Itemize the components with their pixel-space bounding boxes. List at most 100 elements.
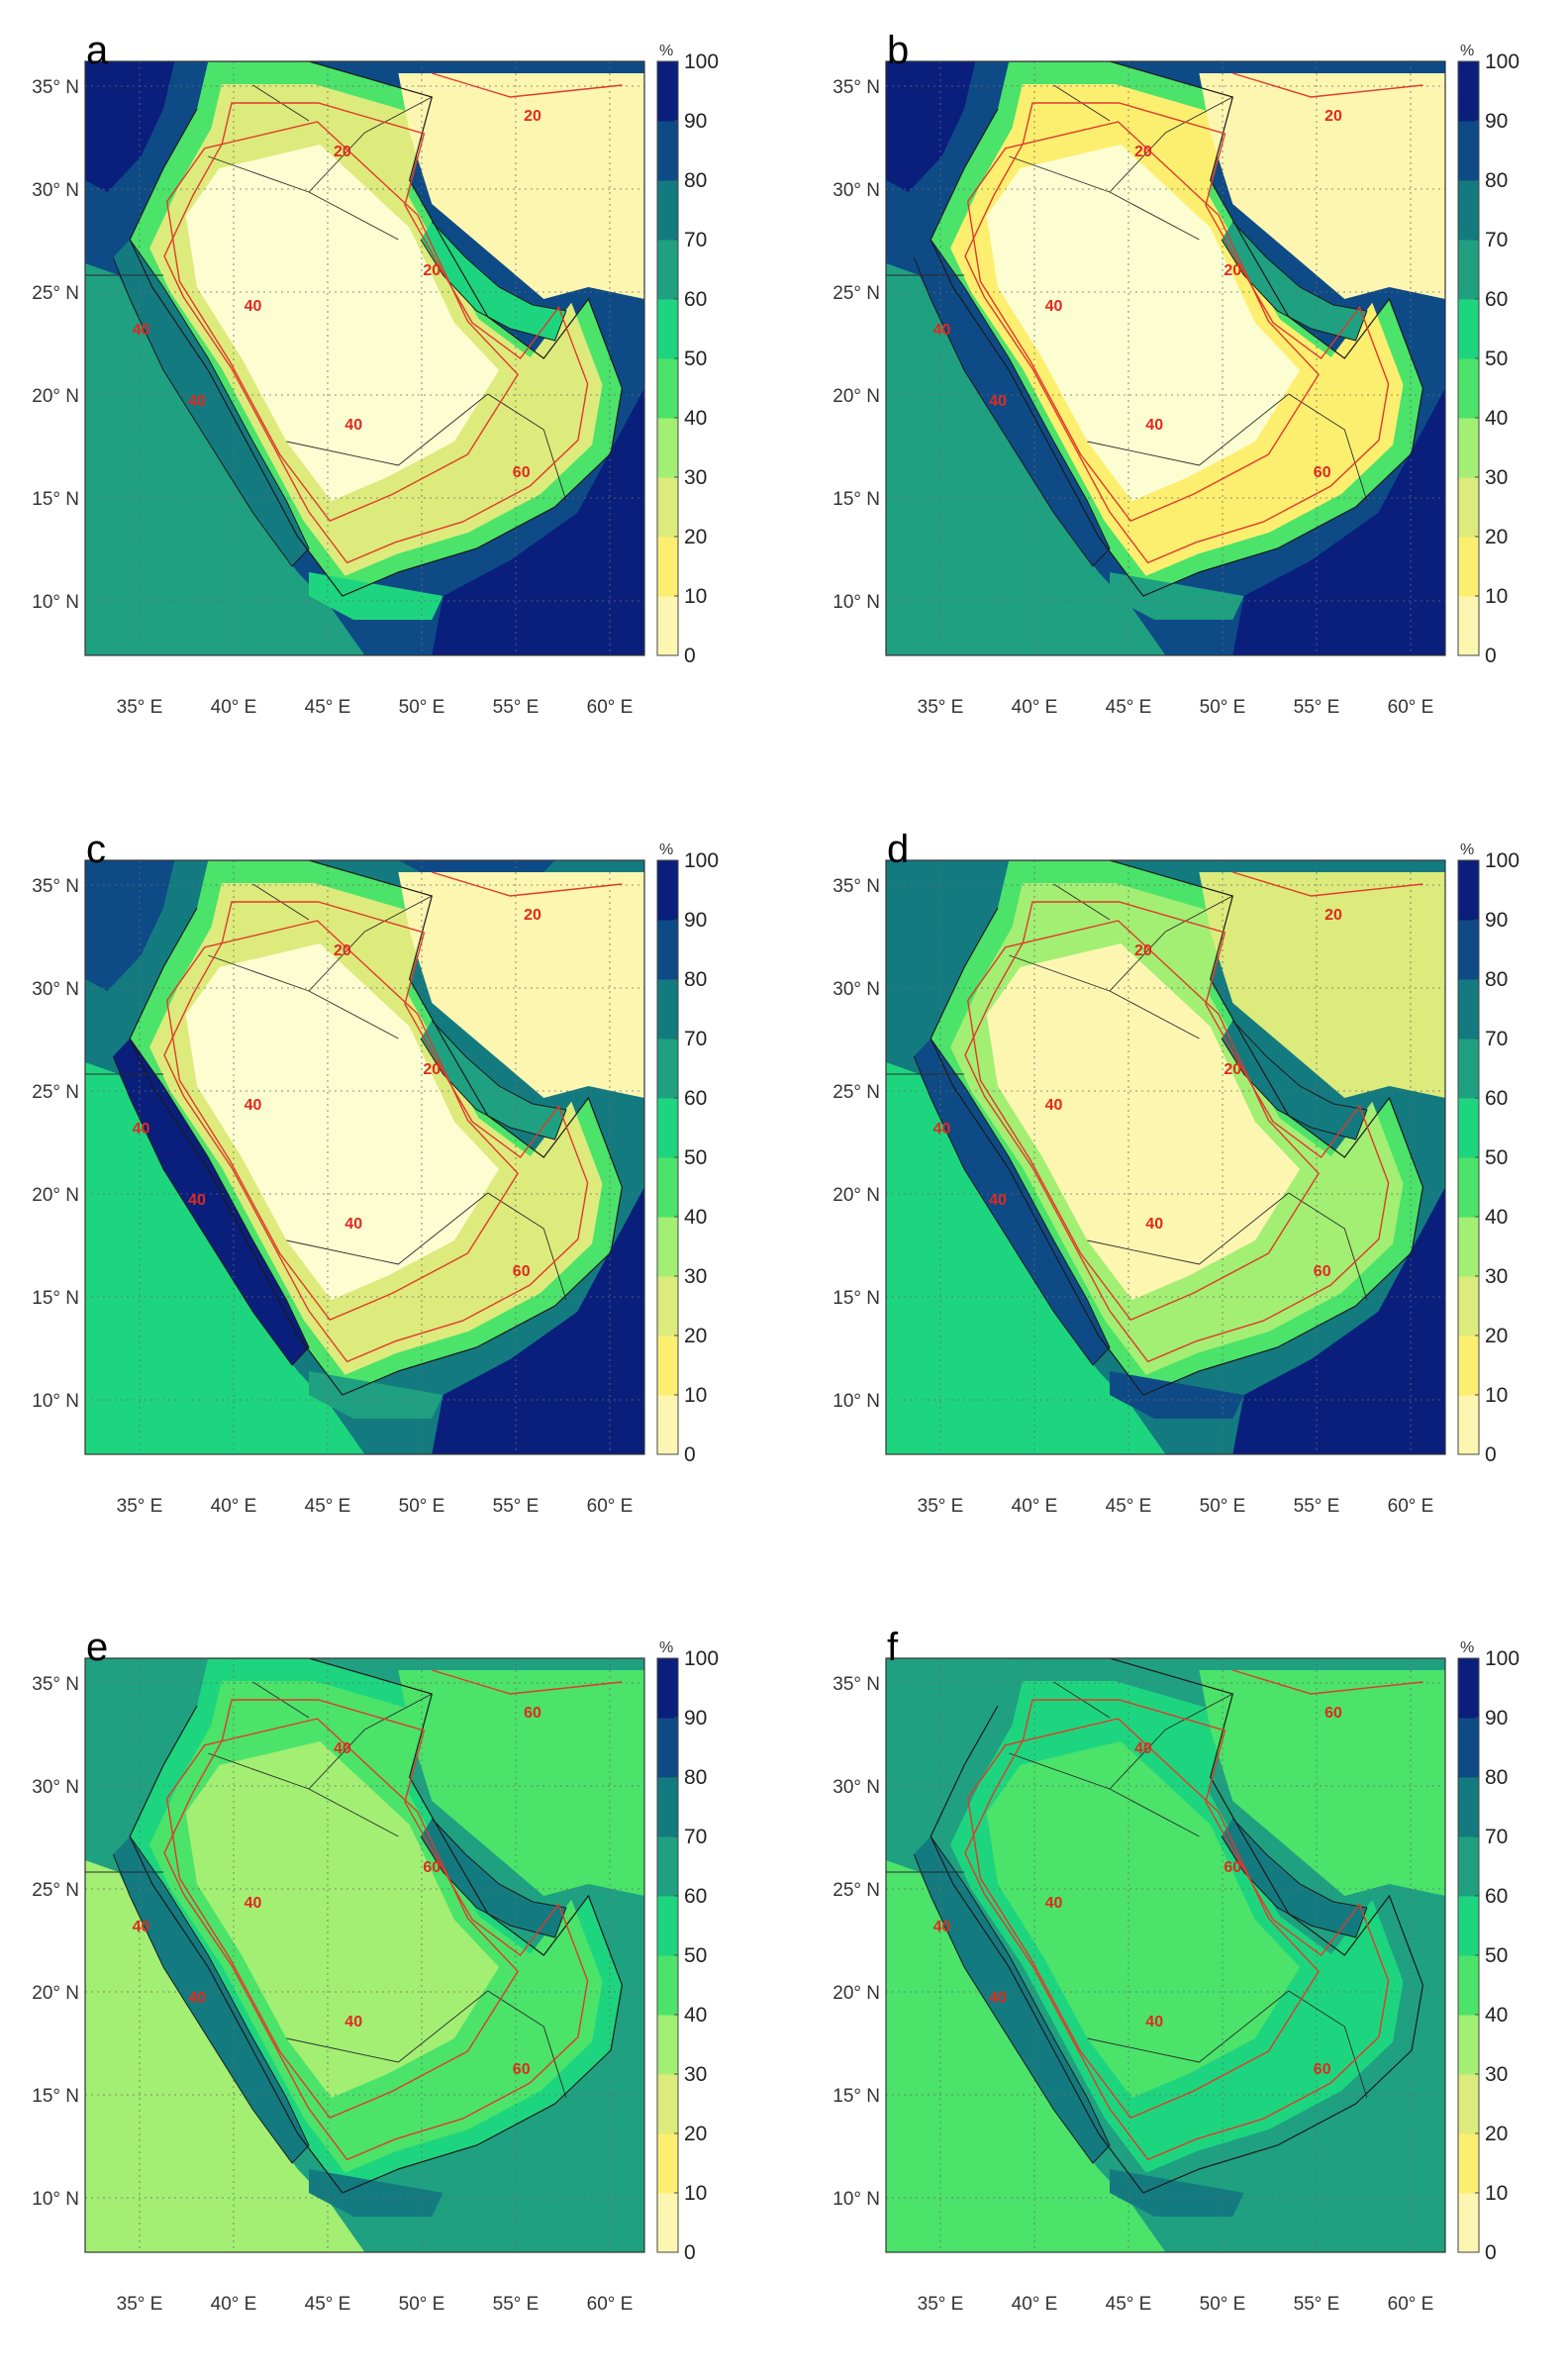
colorbar-swatch: [657, 418, 678, 478]
contour-label: 40: [188, 393, 206, 410]
colorbar-swatch: [1458, 2193, 1479, 2253]
map-frame: [885, 60, 1446, 656]
contour-line: [966, 121, 1320, 523]
lat-tick-label: 15° N: [833, 1288, 880, 1309]
colorbar-swatch: [657, 2074, 678, 2134]
map-field: 20 40 20 40 60 40 20 40: [85, 860, 644, 1454]
colorbar-tick-label: 100: [1485, 50, 1519, 73]
country-border: [1087, 1990, 1290, 2063]
iran-plateau: [398, 73, 644, 299]
colorbar-swatch: [1458, 2015, 1479, 2075]
colorbar-tick-label: 50: [684, 1146, 707, 1169]
lat-tick-label: 10° N: [32, 592, 79, 613]
contour-label: 40: [1045, 1097, 1063, 1114]
coastline: [930, 1658, 1424, 2194]
colorbar-swatch: [657, 358, 678, 419]
colorbar-unit: %: [1460, 43, 1474, 59]
red-sea: [113, 1836, 309, 2163]
contour-label: 60: [513, 2061, 531, 2078]
colorbar-swatch: [1458, 1217, 1479, 1277]
mediterranean: [85, 860, 175, 991]
contour-label: 20: [1134, 144, 1152, 160]
country-border: [1087, 393, 1290, 466]
colorbar-swatch: [1458, 1896, 1479, 1956]
colorbar-tick-label: 40: [684, 407, 707, 430]
red-sea-coast: [913, 1835, 1111, 2164]
lat-tick-label: 20° N: [833, 386, 880, 407]
colorbar-tick-label: 80: [1485, 1766, 1508, 1789]
panel-label: d: [887, 828, 909, 871]
persian-gulf: [421, 1021, 566, 1139]
colorbar-tick-label: 10: [684, 1384, 707, 1407]
colorbar-tick-label: 90: [684, 110, 707, 133]
lon-tick-label: 50° E: [399, 2294, 445, 2315]
colorbar-tick-label: 90: [684, 1707, 707, 1730]
gulf-coast: [1221, 1818, 1368, 1938]
colorbar-swatch: [1458, 1276, 1479, 1336]
red-sea-coast: [112, 1835, 310, 2164]
colorbar-tick-label: 30: [1485, 1265, 1508, 1288]
gulf-coast: [420, 1020, 567, 1140]
map-field: 20 40 20 40 60 40 20 40: [886, 860, 1445, 1454]
lat-tick-label: 20° N: [32, 386, 79, 407]
colorbar-tick-label: 30: [1485, 466, 1508, 489]
colorbar-swatch: [1458, 2074, 1479, 2134]
colorbar-swatch: [1458, 860, 1479, 921]
colorbar-swatch: [1458, 1098, 1479, 1158]
contour-line: [432, 871, 623, 897]
contour-label: 40: [933, 322, 951, 339]
colorbar-swatch: [657, 1276, 678, 1336]
gulf-coast: [1221, 1020, 1368, 1140]
interior-desert: [185, 1741, 500, 2098]
colorbar-tick-label: 60: [1485, 1087, 1508, 1110]
contour-label: 40: [344, 2014, 362, 2030]
contour-line: [964, 102, 1390, 564]
lat-tick-label: 30° N: [833, 1777, 880, 1798]
colorbar-swatch: [1458, 121, 1479, 181]
contour-line: [165, 121, 519, 523]
lon-tick-label: 55° E: [493, 2294, 539, 2315]
colorbar-swatch: [1458, 358, 1479, 419]
africa-region: [886, 1860, 1166, 2252]
colorbar-tick-label: 30: [684, 466, 707, 489]
colorbar-tick-label: 30: [1485, 2063, 1508, 2086]
map-panel-b: 20 40 20 40 60 40 20 40 b 35° N 30° N 25° N 20° N 15°…: [833, 29, 1519, 718]
contour-line: [165, 920, 519, 1322]
lon-tick-label: 45° E: [1106, 697, 1152, 718]
lon-tick-label: 60° E: [587, 1496, 634, 1517]
contour-label: 60: [1314, 1263, 1331, 1280]
map-panel-c: 20 40 20 40 60 40 20 40 c 35° N 30° N 25° N 20° N 15°…: [32, 828, 719, 1517]
country-border: [487, 1990, 567, 2099]
lat-tick-label: 25° N: [833, 283, 880, 304]
colorbar-swatch: [1458, 1836, 1479, 1897]
colorbar-unit: %: [659, 1639, 673, 1656]
lon-tick-label: 45° E: [1106, 1496, 1152, 1517]
caspian-sea: [1199, 860, 1356, 872]
contour-label: 60: [423, 1859, 441, 1876]
colorbar-tick-label: 50: [1485, 1944, 1508, 1967]
contour-label: 40: [1145, 2014, 1163, 2030]
contour-line: [966, 1718, 1320, 2120]
coastline: [129, 1658, 624, 2194]
panel-label: b: [887, 29, 909, 72]
gulf-of-aden: [1110, 1371, 1244, 1419]
contour-line: [163, 901, 589, 1363]
lat-tick-label: 15° N: [833, 489, 880, 510]
colorbar-swatch: [1458, 537, 1479, 597]
contour-label: 60: [513, 464, 531, 481]
persian-gulf: [421, 1819, 566, 1937]
colorbar-swatch: [657, 1955, 678, 2016]
contour-label: 40: [133, 1919, 150, 1935]
country-border: [286, 393, 489, 466]
map-frame: [885, 1657, 1446, 2253]
arabian-sea: [1232, 388, 1445, 655]
colorbar-swatch: [1458, 418, 1479, 478]
contour-label: 40: [245, 298, 262, 315]
colorbar-swatch: [657, 1098, 678, 1158]
colorbar-swatch: [657, 121, 678, 181]
country-border: [1109, 895, 1233, 992]
contour-label: 40: [1145, 417, 1163, 434]
colorbar-swatch: [1458, 477, 1479, 538]
